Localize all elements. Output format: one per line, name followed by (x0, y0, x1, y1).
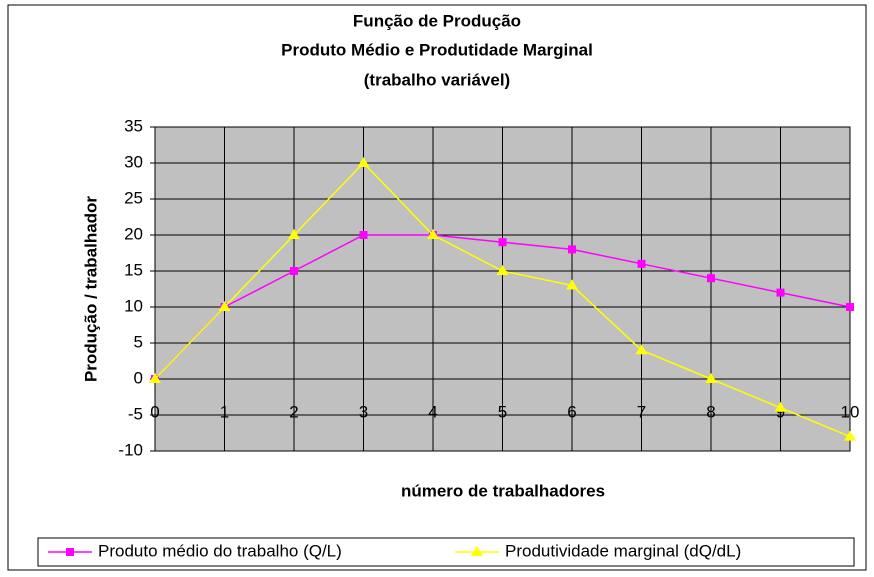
marker (774, 401, 787, 412)
legend-marker (66, 548, 74, 556)
marker (218, 301, 231, 311)
x-tick-label: 3 (359, 402, 368, 421)
y-tick-label: 30 (124, 152, 143, 171)
legend-label: Produtividade marginal (dQ/dL) (505, 541, 741, 560)
marker (707, 274, 715, 283)
legend (37, 537, 855, 567)
marker (705, 373, 717, 383)
y-tick-label: -10 (118, 440, 143, 459)
y-tick-label: 20 (124, 224, 143, 243)
marker (844, 430, 856, 441)
x-tick-label: 6 (567, 402, 576, 421)
marker (637, 259, 646, 268)
marker (568, 245, 576, 254)
chart-title: Função de Produção (353, 11, 521, 30)
marker (149, 373, 161, 383)
marker (288, 229, 300, 239)
legend-marker (471, 546, 483, 556)
y-tick-label: 35 (124, 116, 143, 135)
y-tick-label: 10 (124, 296, 143, 315)
x-tick-label: 8 (706, 402, 715, 421)
x-tick-label: 1 (220, 402, 229, 421)
marker (635, 344, 648, 355)
legend-label: Produto médio do trabalho (Q/L) (98, 541, 342, 560)
y-tick-label: 25 (124, 188, 143, 207)
y-axis-label: Produção / trabalhador (81, 196, 100, 382)
x-tick-label: 5 (498, 402, 507, 421)
marker (776, 288, 785, 297)
x-tick-label: 4 (428, 402, 437, 421)
y-tick-label: -5 (128, 404, 143, 423)
marker (359, 231, 368, 239)
marker (357, 157, 370, 167)
y-tick-label: 15 (124, 260, 143, 279)
x-axis-label: número de trabalhadores (401, 481, 605, 500)
x-tick-label: 9 (776, 402, 785, 421)
marker (498, 238, 507, 247)
marker (566, 279, 578, 290)
plot-border (154, 126, 851, 452)
y-tick-label: 0 (134, 368, 143, 387)
marker (846, 303, 854, 311)
chart-title: Produto Médio e Produtidade Marginal (281, 40, 593, 59)
x-tick-label: 7 (637, 402, 646, 421)
x-tick-label: 2 (289, 402, 298, 421)
chart-title: (trabalho variável) (364, 70, 510, 89)
marker (290, 267, 298, 275)
marker (427, 229, 439, 239)
marker (496, 265, 509, 275)
y-tick-label: 5 (134, 332, 143, 351)
